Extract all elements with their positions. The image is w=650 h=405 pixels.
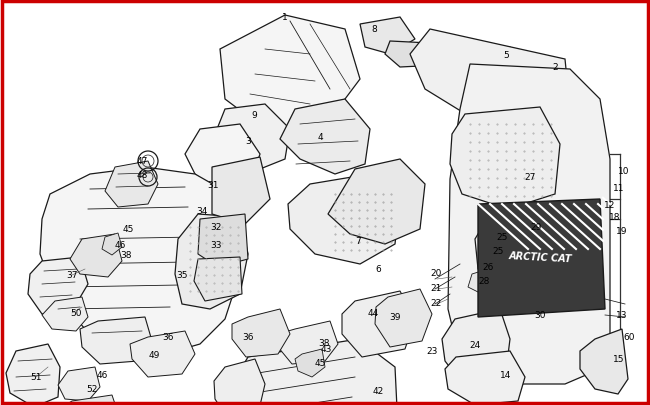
Polygon shape <box>482 230 518 259</box>
Text: 23: 23 <box>426 347 437 356</box>
Text: 8: 8 <box>371 26 377 34</box>
Polygon shape <box>58 367 100 401</box>
Polygon shape <box>475 209 560 294</box>
Polygon shape <box>328 160 425 244</box>
Polygon shape <box>375 289 432 347</box>
Text: 51: 51 <box>31 373 42 382</box>
Text: 7: 7 <box>355 237 361 246</box>
Polygon shape <box>232 339 398 405</box>
Polygon shape <box>278 321 338 364</box>
Text: 47: 47 <box>136 157 148 166</box>
Polygon shape <box>445 351 525 405</box>
Polygon shape <box>105 162 158 207</box>
Text: 19: 19 <box>616 227 628 236</box>
Text: 14: 14 <box>500 371 512 379</box>
Text: 29: 29 <box>530 223 541 232</box>
Text: 25: 25 <box>497 233 508 242</box>
Polygon shape <box>70 234 122 277</box>
Polygon shape <box>442 309 510 387</box>
Polygon shape <box>130 331 195 377</box>
Polygon shape <box>80 317 152 364</box>
Polygon shape <box>6 344 60 405</box>
Polygon shape <box>42 297 88 331</box>
Text: 11: 11 <box>613 184 625 193</box>
Polygon shape <box>280 100 370 175</box>
Text: 34: 34 <box>196 207 208 216</box>
Text: 31: 31 <box>207 181 219 190</box>
Text: 28: 28 <box>478 277 489 286</box>
Text: 38: 38 <box>120 251 132 260</box>
Polygon shape <box>194 257 242 301</box>
Polygon shape <box>232 309 290 357</box>
Polygon shape <box>56 395 120 405</box>
Text: 45: 45 <box>122 225 134 234</box>
Polygon shape <box>288 175 400 264</box>
Polygon shape <box>385 42 520 68</box>
Polygon shape <box>468 269 494 293</box>
Text: 3: 3 <box>245 137 251 146</box>
Polygon shape <box>360 18 415 55</box>
Polygon shape <box>40 168 240 354</box>
Text: 15: 15 <box>613 355 625 364</box>
Text: 26: 26 <box>482 263 494 272</box>
Polygon shape <box>102 233 122 256</box>
Polygon shape <box>214 359 265 405</box>
Polygon shape <box>450 108 560 209</box>
Polygon shape <box>198 215 248 267</box>
Text: 60: 60 <box>623 333 635 342</box>
Text: 2: 2 <box>552 63 558 72</box>
Text: 52: 52 <box>86 385 98 394</box>
Text: 13: 13 <box>616 311 628 320</box>
Text: 44: 44 <box>367 309 378 318</box>
Text: 24: 24 <box>469 341 480 350</box>
Text: 21: 21 <box>430 284 442 293</box>
Text: 48: 48 <box>136 171 148 180</box>
Text: 35: 35 <box>176 271 188 280</box>
Text: 43: 43 <box>320 345 332 354</box>
Text: ARCTIC CAT: ARCTIC CAT <box>508 251 572 264</box>
Text: 45: 45 <box>315 358 326 368</box>
Polygon shape <box>410 30 570 130</box>
Text: 6: 6 <box>375 265 381 274</box>
Polygon shape <box>28 257 88 314</box>
Polygon shape <box>212 158 270 224</box>
Text: 25: 25 <box>492 247 504 256</box>
Polygon shape <box>580 329 628 394</box>
Text: 33: 33 <box>210 241 222 250</box>
Text: 22: 22 <box>430 299 441 308</box>
Text: 36: 36 <box>242 333 254 342</box>
Text: 38: 38 <box>318 339 330 347</box>
Polygon shape <box>220 16 360 130</box>
Text: 12: 12 <box>604 201 616 210</box>
Text: 49: 49 <box>148 351 160 360</box>
Text: 42: 42 <box>372 386 384 396</box>
Text: 5: 5 <box>503 51 509 60</box>
Text: 9: 9 <box>251 111 257 120</box>
Polygon shape <box>478 200 605 317</box>
Text: 10: 10 <box>618 167 630 176</box>
Polygon shape <box>342 291 415 357</box>
Text: 37: 37 <box>66 271 78 280</box>
Text: 27: 27 <box>525 173 536 182</box>
Polygon shape <box>185 125 260 194</box>
Polygon shape <box>448 321 500 357</box>
Text: 18: 18 <box>609 213 621 222</box>
Text: 46: 46 <box>114 241 125 250</box>
Text: 20: 20 <box>430 269 442 278</box>
Text: 4: 4 <box>317 133 323 142</box>
Text: 50: 50 <box>70 309 82 318</box>
Text: 30: 30 <box>534 311 546 320</box>
Text: 36: 36 <box>162 333 174 342</box>
Polygon shape <box>448 65 610 384</box>
Polygon shape <box>175 215 248 309</box>
Polygon shape <box>295 349 325 377</box>
Text: 32: 32 <box>211 223 222 232</box>
Text: 1: 1 <box>282 13 288 22</box>
Text: 46: 46 <box>96 371 108 379</box>
Polygon shape <box>215 105 290 170</box>
Text: 39: 39 <box>389 313 401 322</box>
